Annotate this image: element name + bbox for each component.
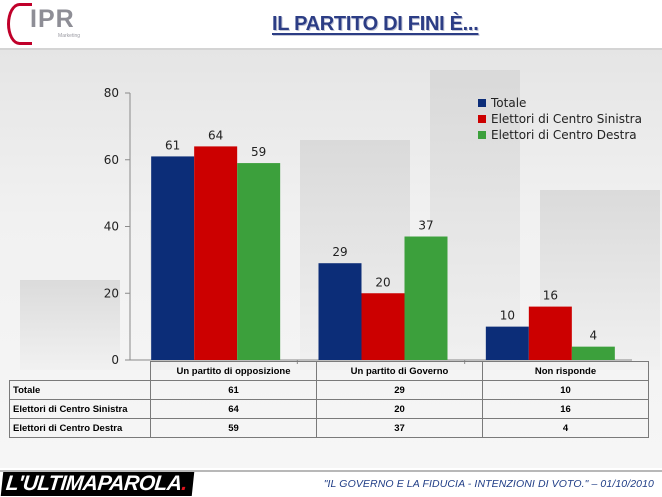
y-tick-label: 20 xyxy=(104,286,119,300)
bar xyxy=(151,156,195,360)
legend-label: Totale xyxy=(491,96,527,110)
legend-label: Elettori di Centro Destra xyxy=(491,128,637,142)
bar xyxy=(485,326,529,360)
header: IPR Marketing IL PARTITO DI FINI È... xyxy=(0,0,662,50)
logo-text: IPR xyxy=(30,5,75,33)
legend-label: Elettori di Centro Sinistra xyxy=(491,112,642,126)
table-cell: 37 xyxy=(316,418,483,438)
brand-logo: L'ULTIMAPAROLA. xyxy=(0,472,195,496)
table-corner xyxy=(9,361,151,381)
table-row-label: Elettori di Centro Destra xyxy=(9,418,151,438)
bar-data-label: 61 xyxy=(165,138,180,152)
ipr-logo: IPR Marketing xyxy=(4,2,82,46)
table-row: Totale 61 29 10 xyxy=(9,380,649,400)
bar xyxy=(404,236,448,360)
table-cell: 10 xyxy=(482,380,649,400)
table-column-header: Non risponde xyxy=(482,361,649,381)
background-decoration xyxy=(20,280,120,370)
table-cell: 64 xyxy=(150,399,317,419)
bar-data-label: 29 xyxy=(332,245,347,259)
table-column-header: Un partito di Governo xyxy=(316,361,483,381)
bar xyxy=(318,263,362,360)
table-cell: 16 xyxy=(482,399,649,419)
table-cell: 59 xyxy=(150,418,317,438)
brand-name: L'ULTIMAPAROLA xyxy=(4,472,183,495)
page-title: IL PARTITO DI FINI È... xyxy=(272,13,479,35)
table-column-header: Un partito di opposizione xyxy=(150,361,317,381)
bar xyxy=(571,346,615,360)
table-header-row: Un partito di opposizione Un partito di … xyxy=(9,361,649,381)
bar xyxy=(528,306,572,360)
bar xyxy=(361,293,405,360)
bar-data-label: 64 xyxy=(208,128,223,142)
legend-item: Elettori di Centro Destra xyxy=(478,127,642,143)
table-row-label: Totale xyxy=(9,380,151,400)
logo-arc-icon xyxy=(7,3,32,45)
y-tick-label: 60 xyxy=(104,153,119,167)
bar xyxy=(194,146,238,360)
table-cell: 61 xyxy=(150,380,317,400)
bar-data-label: 59 xyxy=(251,145,266,159)
bar-data-label: 20 xyxy=(375,275,390,289)
table-cell: 29 xyxy=(316,380,483,400)
chart-legend: Totale Elettori di Centro Sinistra Elettor… xyxy=(478,95,642,143)
table-row: Elettori di Centro Sinistra 64 20 16 xyxy=(9,399,649,419)
legend-item: Elettori di Centro Sinistra xyxy=(478,111,642,127)
logo-tagline: Marketing xyxy=(58,33,80,39)
footer-divider xyxy=(0,470,662,472)
legend-swatch xyxy=(478,115,486,123)
title-divider xyxy=(0,48,662,50)
table-cell: 20 xyxy=(316,399,483,419)
bar-data-label: 37 xyxy=(418,219,433,233)
bar-chart: 0 20 40 60 80 61 64 59 29 20 37 10 16 4 xyxy=(104,86,632,367)
footer-caption: "IL GOVERNO E LA FIDUCIA - INTENZIONI DI… xyxy=(323,478,654,490)
bar-data-label: 10 xyxy=(500,309,515,323)
y-tick-label: 0 xyxy=(111,353,119,367)
legend-item: Totale xyxy=(478,95,642,111)
table-row-label: Elettori di Centro Sinistra xyxy=(9,399,151,419)
bar-data-label: 4 xyxy=(590,329,598,343)
bar xyxy=(237,163,281,360)
bar-data-label: 16 xyxy=(543,289,558,303)
brand-dot: . xyxy=(180,472,189,495)
legend-swatch xyxy=(478,99,486,107)
table-row: Elettori di Centro Destra 59 37 4 xyxy=(9,418,649,438)
y-tick-label: 40 xyxy=(104,220,119,234)
table-cell: 4 xyxy=(482,418,649,438)
legend-swatch xyxy=(478,131,486,139)
data-table: Un partito di opposizione Un partito di … xyxy=(9,361,649,438)
y-tick-label: 80 xyxy=(104,86,119,100)
